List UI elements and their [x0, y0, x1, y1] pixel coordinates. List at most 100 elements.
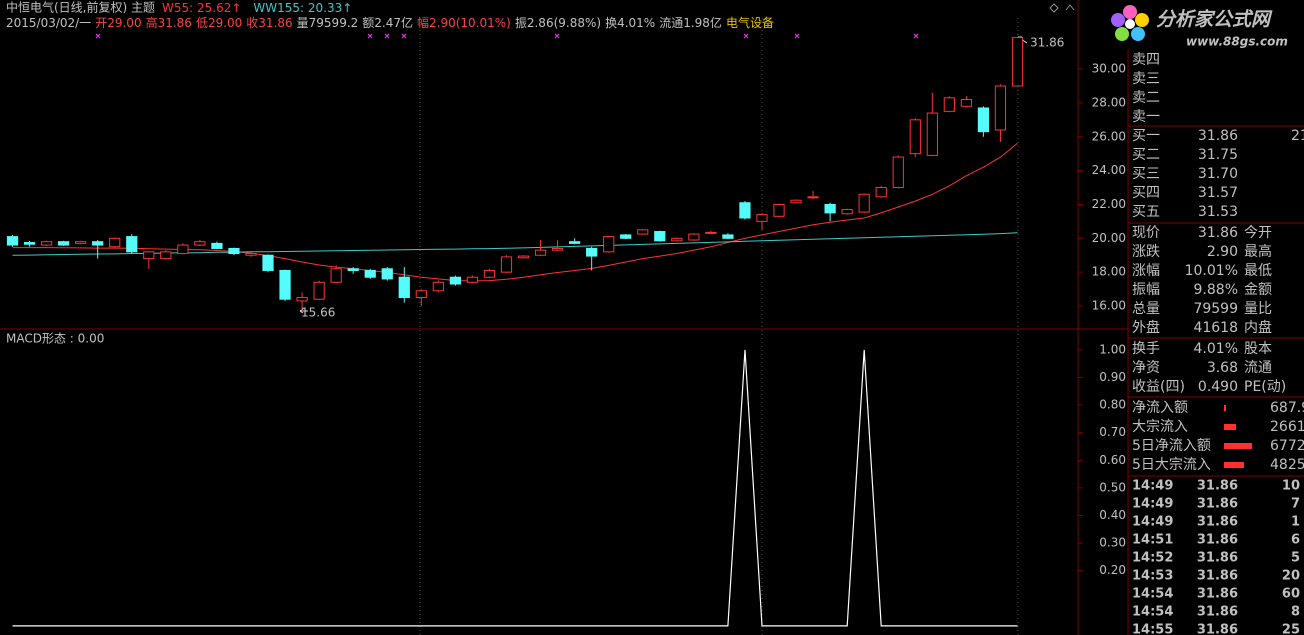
tick-price: 31.86: [1197, 569, 1238, 584]
y-tick-label: 0.80: [1099, 398, 1126, 412]
y-tick-label: 22.00: [1092, 197, 1126, 211]
quote-field: 幅2.90(10.01%): [417, 15, 511, 30]
candle-body: [858, 193, 870, 213]
flow-label: 净流入额: [1132, 400, 1188, 416]
bid-price: 31.70: [1198, 166, 1238, 182]
logo: 分析家公式网 www.88gs.com: [1079, 0, 1304, 50]
candle-body: [432, 281, 444, 292]
flow-label: 5日大宗流入: [1132, 457, 1211, 473]
candle-body: [483, 269, 496, 278]
quote-field: 额2.47亿: [362, 15, 413, 30]
stat-label: 最高: [1244, 243, 1272, 260]
tick-price: 31.86: [1197, 479, 1238, 494]
stat-label: 总量: [1132, 301, 1160, 317]
tool-icon[interactable]: [1065, 4, 1075, 11]
fund-label: 换手: [1132, 340, 1160, 357]
candle-body: [994, 85, 1007, 131]
tick-time: 14:49: [1132, 497, 1173, 512]
stat-label: 今开: [1244, 225, 1272, 241]
y-tick-label: 0.20: [1099, 563, 1126, 577]
ask-label: 卖三: [1132, 71, 1160, 87]
quote-field: 高31.86: [146, 15, 192, 30]
fund-label: 净资: [1132, 360, 1160, 376]
candle-body: [92, 241, 104, 246]
candle-body: [637, 229, 649, 235]
tool-icon[interactable]: [1049, 3, 1059, 13]
stat-label: 金额: [1244, 282, 1272, 298]
candle-body: [364, 269, 376, 278]
y-tick-label: 0.30: [1099, 536, 1126, 550]
tick-volume: 25: [1282, 623, 1300, 635]
tick-price: 31.86: [1197, 533, 1238, 548]
quote-field: 振2.86(9.88%): [515, 16, 601, 30]
quote-field: 量79599.2: [297, 16, 359, 30]
candle-body: [177, 244, 189, 255]
fund-label: 流通: [1244, 360, 1272, 376]
quote-field: 2015/03/02/一: [6, 16, 91, 30]
candle-body: [909, 119, 921, 155]
tick-time: 14:54: [1132, 587, 1173, 602]
fund-label: PE(动): [1244, 379, 1286, 395]
candle-body: [824, 203, 836, 214]
tick-price: 31.86: [1197, 623, 1238, 635]
candle-body: [126, 236, 138, 253]
fund-label: 股本: [1244, 341, 1272, 357]
y-tick-label: 0.40: [1099, 508, 1126, 522]
tick-price: 31.86: [1197, 515, 1238, 530]
fund-value: 0.490: [1198, 379, 1238, 395]
flow-label: 5日净流入额: [1132, 438, 1211, 454]
high-label: 31.86: [1030, 36, 1064, 50]
flow-value: 687.9: [1270, 400, 1304, 416]
bid-price: 31.53: [1198, 204, 1238, 220]
bid-label: 买一: [1132, 128, 1160, 144]
tick-volume: 60: [1282, 587, 1300, 602]
candle-body: [756, 214, 768, 222]
tick-price: 31.86: [1197, 587, 1238, 602]
quote-field: 换4.01%: [605, 16, 655, 30]
candle-body: [398, 276, 410, 299]
y-tick-label: 16.00: [1092, 298, 1126, 312]
tick-volume: 6: [1291, 533, 1300, 548]
bid-volume: 21: [1291, 128, 1304, 144]
candle-body: [262, 254, 274, 271]
candle-body: [143, 251, 155, 260]
y-tick-label: 26.00: [1092, 129, 1126, 143]
tick-volume: 20: [1282, 569, 1300, 584]
y-tick-label: 0.50: [1099, 480, 1126, 494]
candle-body: [841, 209, 853, 215]
tick-time: 14:55: [1132, 623, 1173, 635]
logo-url: www.88gs.com: [1186, 35, 1288, 49]
candle-body: [449, 276, 461, 285]
quote-field: 收31.86: [246, 16, 292, 30]
bid-price: 31.75: [1198, 147, 1238, 163]
stat-value: 41618: [1193, 320, 1238, 336]
tick-time: 14:49: [1132, 515, 1173, 530]
stat-label: 涨幅: [1132, 263, 1160, 279]
fund-label: 收益(四): [1132, 379, 1185, 395]
y-tick-label: 28.00: [1092, 95, 1126, 109]
bid-price: 31.57: [1198, 185, 1238, 201]
stock-title: 中恒电气(日线,前复权) 主题: [6, 0, 155, 15]
bid-label: 买五: [1132, 204, 1160, 220]
candle-body: [347, 268, 359, 271]
stat-value: 10.01%: [1185, 263, 1238, 279]
ask-label: 卖四: [1132, 52, 1160, 68]
candle-body: [705, 231, 717, 234]
stat-label: 外盘: [1132, 319, 1160, 336]
candle-body: [773, 203, 785, 217]
bid-label: 买二: [1132, 147, 1160, 163]
quote-field: 电气设备: [726, 15, 774, 30]
quote-summary: 2015/03/02/一 开29.00 高31.86 低29.00 收31.86 量795…: [6, 15, 774, 30]
candle-body: [551, 247, 564, 251]
indicator-title: MACD形态 : 0.00: [6, 332, 104, 346]
bid-price: 31.86: [1198, 128, 1238, 144]
tick-price: 31.86: [1197, 551, 1238, 566]
stat-label: 量比: [1244, 301, 1272, 317]
tick-volume: 5: [1291, 551, 1300, 566]
candle-body: [654, 231, 666, 242]
candle-body: [58, 241, 70, 246]
candle-body: [620, 234, 632, 239]
stat-value: 2.90: [1207, 244, 1238, 260]
flow-bar: [1224, 405, 1226, 411]
